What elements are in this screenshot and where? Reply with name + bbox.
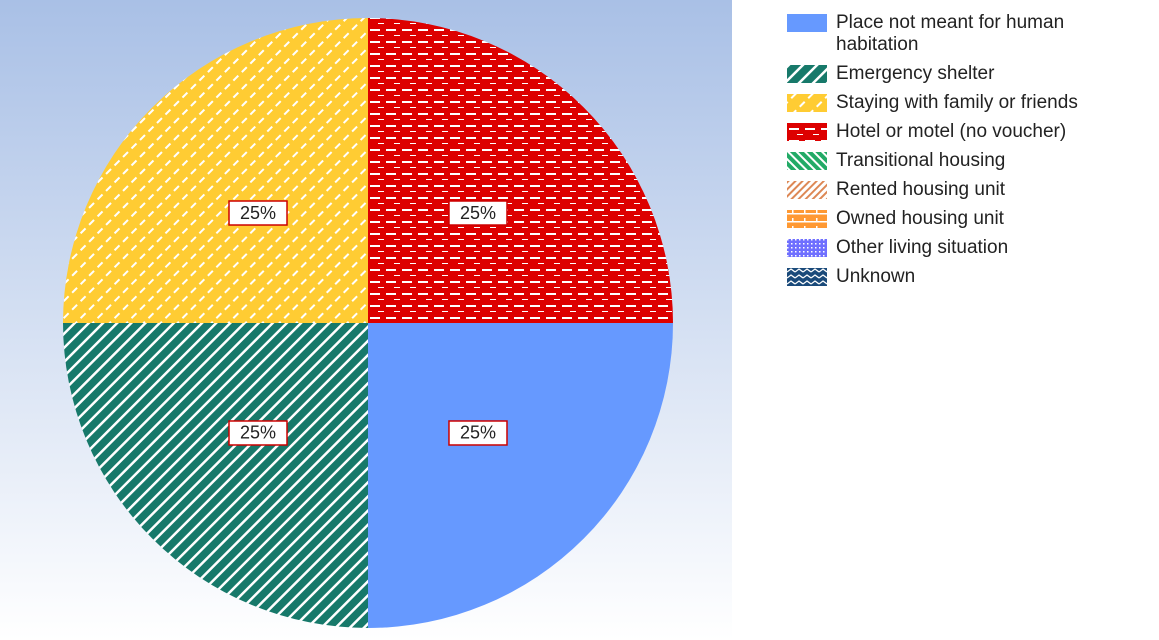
data-label-box [228,200,288,226]
legend-item: Transitional housing [787,150,1117,172]
legend-swatch [787,181,827,199]
legend-item: Other living situation [787,237,1117,259]
legend-swatch-fill [787,14,827,32]
chart: 25% 25% 25% 25% [0,0,732,640]
legend-swatch-fill [787,181,827,199]
data-label-box [448,420,508,446]
legend-label: Other living situation [836,237,1009,258]
legend-label: Staying with family or friends [836,92,1078,113]
legend-swatch [787,210,827,228]
legend-item: Place not meant for human habitation [787,12,1117,56]
legend-swatch [787,152,827,170]
legend-swatch [787,14,827,32]
pie [63,18,673,628]
legend-item: Unknown [787,266,1117,288]
legend-item: Rented housing unit [787,179,1117,201]
legend-label: Place not meant for human habitation [836,12,1065,55]
pie-slice [63,323,368,628]
legend-item: Emergency shelter [787,63,1117,85]
data-label-box [228,420,288,446]
data-label: 25% [240,203,276,223]
legend-swatch-fill [787,268,827,286]
legend-swatch-fill [787,65,827,83]
legend-label: Emergency shelter [836,63,995,84]
legend-swatch-fill [787,152,827,170]
legend-label: Rented housing unit [836,179,1006,200]
legend-swatch-fill [787,94,827,112]
legend-swatch [787,94,827,112]
legend-label: Unknown [836,266,916,287]
data-label: 25% [460,203,496,223]
legend-swatch [787,123,827,141]
pie-slice [368,323,673,628]
legend-swatch [787,239,827,257]
legend-swatch-fill [787,210,827,228]
legend-label: Hotel or motel (no voucher) [836,121,1067,142]
pie-slice [63,18,368,323]
legend-item: Hotel or motel (no voucher) [787,121,1117,143]
legend-label: Owned housing unit [836,208,1004,229]
legend-item: Owned housing unit [787,208,1117,230]
legend-label: Transitional housing [836,150,1006,171]
legend-item: Staying with family or friends [787,92,1117,114]
data-labels: 25% 25% 25% 25% [228,200,508,446]
legend-swatch-fill [787,239,827,257]
legend-swatch-fill [787,123,827,141]
legend-swatch [787,65,827,83]
data-label-box [448,200,508,226]
legend: Place not meant for human habitation Emer… [787,12,1117,295]
data-label: 25% [240,423,276,443]
data-label: 25% [460,423,496,443]
legend-swatch [787,268,827,286]
pie-slice [368,18,673,323]
